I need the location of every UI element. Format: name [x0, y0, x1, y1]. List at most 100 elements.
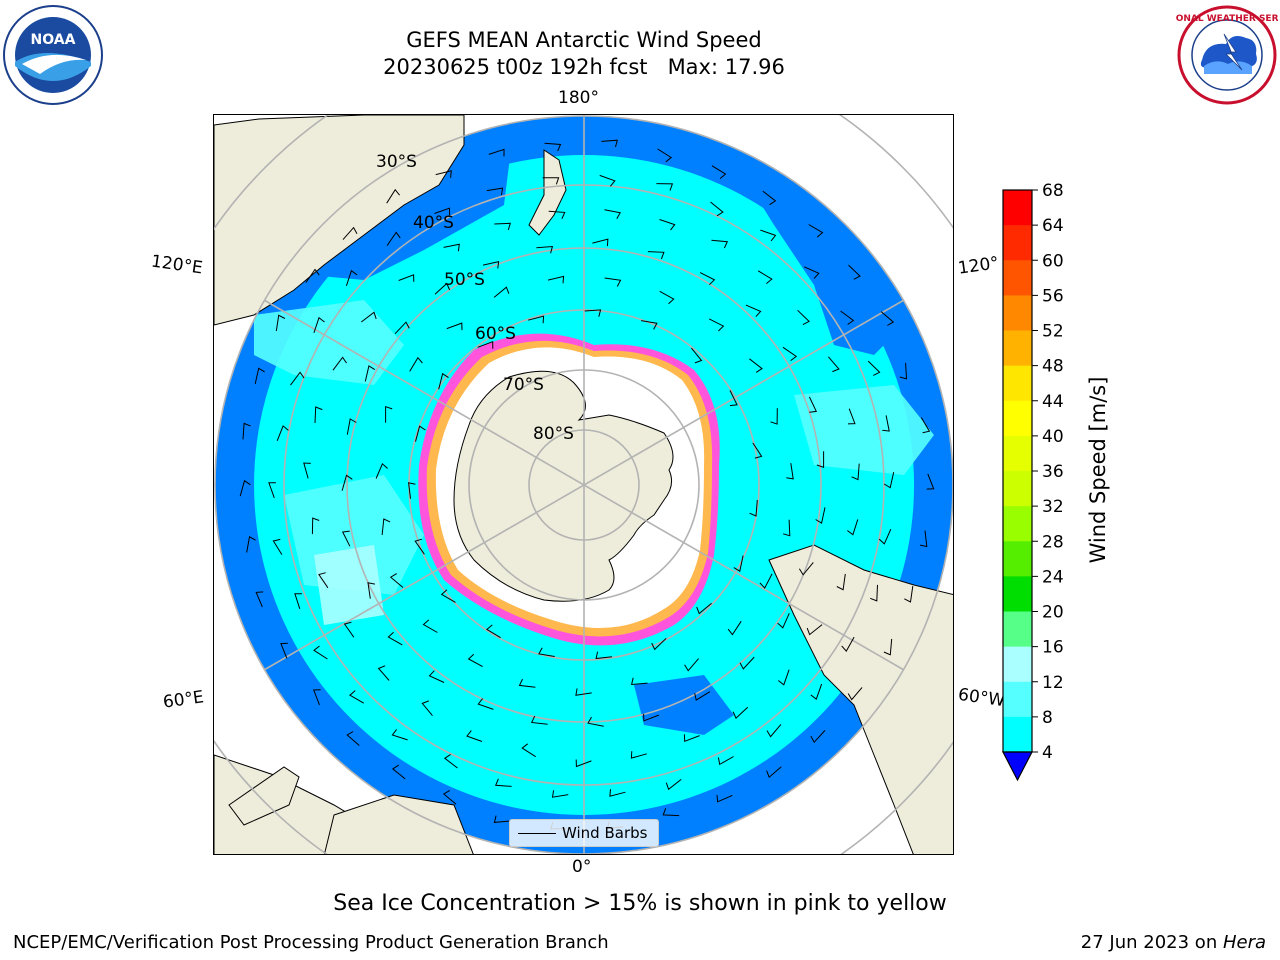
lat-label-60s: 60°S — [475, 324, 516, 344]
lon-label-0: 0° — [572, 857, 592, 877]
wind-barb — [442, 789, 457, 805]
wind-barb — [882, 415, 890, 432]
footer-date: 27 Jun 2023 on Hera — [1081, 932, 1266, 953]
wind-barb — [708, 318, 725, 332]
wind-barb — [595, 651, 613, 660]
wind-barb — [313, 316, 325, 334]
wind-barb — [242, 422, 251, 440]
wind-barb — [494, 222, 511, 231]
wind-barb — [604, 209, 621, 220]
legend: Wind Barbs — [509, 819, 659, 847]
colorbar-tick-label: 40 — [1042, 427, 1064, 447]
wind-barb — [883, 471, 895, 489]
colorbar-swatch — [1003, 471, 1032, 507]
wind-barb — [878, 528, 892, 545]
wind-field-low-south — [634, 675, 734, 735]
wind-barb — [493, 286, 510, 298]
wind-barb — [699, 272, 716, 286]
wind-barb — [766, 724, 782, 738]
wind-barb — [762, 190, 777, 206]
wind-barb — [749, 499, 758, 517]
wind-barb — [421, 700, 433, 717]
wind-barb — [647, 251, 665, 260]
map-subtitle: 20230625 t00z 192h fcst Max: 17.96 — [383, 55, 785, 79]
colorbar-tick-label: 20 — [1042, 603, 1064, 623]
colorbar-tick-label: 64 — [1042, 216, 1064, 236]
wind-barb — [239, 479, 251, 497]
wind-barb — [391, 729, 408, 741]
wind-barb — [630, 751, 647, 759]
footer-credit: NCEP/EMC/Verification Post Processing Pr… — [13, 932, 609, 953]
wind-barb — [280, 642, 288, 659]
colorbar-tick-label: 52 — [1042, 322, 1064, 342]
wind-barb — [290, 371, 305, 386]
colorbar-tick-label: 16 — [1042, 638, 1064, 658]
wind-barb — [782, 519, 791, 537]
wind-barb — [493, 815, 511, 823]
wind-barb — [604, 277, 622, 287]
wind-field-mid-1 — [254, 300, 404, 385]
wind-barb — [575, 688, 592, 696]
wind-barb — [314, 406, 323, 424]
land-madagascar — [228, 766, 300, 826]
wind-barb — [920, 417, 931, 434]
wind-barb — [386, 188, 400, 204]
wind-barb — [488, 148, 505, 157]
wind-barb — [841, 636, 855, 652]
wind-barb — [341, 474, 353, 491]
colorbar-svg: 68 64 60 56 52 48 44 40 36 32 28 24 20 16 12 8 4 — [1002, 181, 1064, 782]
colorbar-title: Wind Speed [m/s] — [1086, 376, 1110, 564]
wind-barb — [798, 562, 814, 576]
colorbar-swatch — [1003, 400, 1032, 437]
wind-barb — [422, 619, 438, 633]
wind-barb — [544, 142, 562, 152]
wind-barb — [367, 582, 375, 599]
wind-barb — [342, 226, 358, 240]
wind-barb — [551, 790, 569, 798]
wind-barb — [745, 304, 762, 317]
footer-date-text: 27 Jun 2023 on — [1080, 932, 1223, 953]
wind-barb — [343, 621, 355, 638]
wind-barb — [446, 322, 463, 331]
colorbar-swatch — [1003, 506, 1032, 542]
wind-barb — [434, 207, 451, 216]
wind-barb — [346, 418, 357, 435]
wind-barb — [641, 320, 658, 330]
wind-barb — [752, 442, 763, 459]
wind-barb — [294, 593, 302, 610]
wind-barb — [777, 612, 790, 629]
wind-barb — [381, 518, 391, 535]
wind-barb — [486, 187, 504, 196]
legend-barb-line — [518, 833, 556, 834]
colorbar-tick-label: 36 — [1042, 462, 1064, 482]
wind-barb — [548, 210, 566, 220]
wind-barb — [828, 356, 840, 373]
nws-logo-text: NATIONAL WEATHER SERVICE — [1176, 14, 1278, 24]
wind-barb — [438, 372, 449, 390]
wind-barb — [305, 268, 320, 283]
wind-barb — [770, 408, 778, 425]
lon-label-60e: 60°E — [161, 687, 206, 713]
wind-barb — [389, 573, 404, 588]
wind-barb — [346, 731, 360, 746]
wind-barb — [836, 573, 846, 591]
wind-barb — [584, 309, 602, 317]
wind-barbs-layer — [239, 139, 935, 830]
wind-barb — [683, 734, 700, 743]
wind-barb — [341, 530, 351, 547]
wind-barb — [394, 321, 410, 335]
lat-label-50s: 50°S — [444, 270, 485, 290]
colorbar-swatch — [1003, 225, 1032, 261]
wind-barb — [899, 362, 908, 380]
lat-label-40s: 40°S — [413, 213, 454, 233]
wind-barb — [414, 538, 425, 555]
wind-barb — [757, 270, 773, 284]
wind-barb — [766, 766, 782, 779]
colorbar-swatch — [1003, 365, 1032, 402]
colorbar: 68 64 60 56 52 48 44 40 36 32 28 24 20 16 12 8 4 — [990, 180, 1130, 790]
wind-barb — [904, 586, 914, 603]
wind-barb — [364, 365, 376, 382]
wind-field-high-1 — [314, 545, 384, 625]
land-antarctica — [453, 370, 674, 602]
wind-barb — [760, 229, 777, 242]
